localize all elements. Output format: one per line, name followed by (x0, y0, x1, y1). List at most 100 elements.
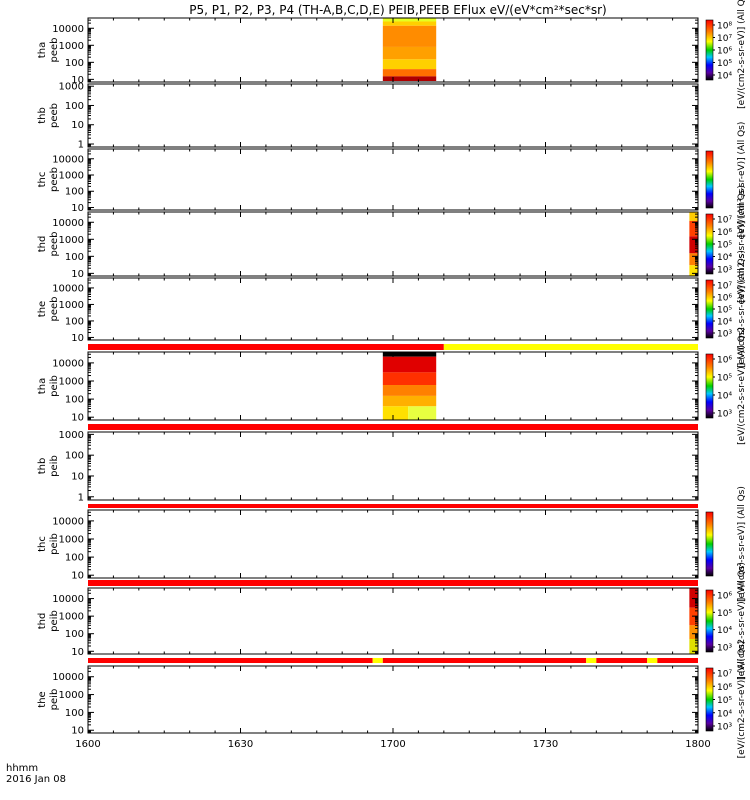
colorbar-tick-label: 10⁵ (717, 306, 732, 316)
y-tick-label: 1000 (59, 612, 84, 623)
spectrogram-block (382, 69, 437, 77)
colorbar-tick-label: 10⁵ (717, 696, 732, 706)
panel-label-probe: tha (37, 378, 48, 394)
panel-frame (87, 665, 699, 734)
colorbar-units-label: [eV/(cm²-s-sr-eV)] (All Qs) (737, 122, 747, 238)
mode-bar-segment (88, 658, 373, 663)
panel-label-product: peib (49, 455, 60, 477)
colorbar-tick-label: 10³ (717, 266, 732, 276)
panel-the-peeb: 10 100 1000 10000 the peeb (37, 277, 699, 344)
mode-bar (88, 658, 698, 663)
colorbar-tick-label: 10⁴ (717, 626, 732, 636)
y-tick-label: 10 (71, 269, 84, 280)
spectrogram-block (689, 625, 698, 639)
panel-tha-peib: 10 100 1000 10000 tha peib (37, 351, 699, 424)
y-tick-label: 1 (78, 492, 84, 503)
colorbar-tick-label: 10⁵ (717, 59, 732, 69)
spectrogram-block (382, 59, 437, 70)
y-tick-label: 100 (65, 708, 84, 719)
colorbar: 10⁸ 10⁷ 10⁶ 10⁵ 10⁴ [eV/(cm2-s-sr-eV)] (All Q… (705, 0, 747, 109)
y-tick-label: 10 (71, 413, 84, 424)
y-tick-label: 10000 (52, 218, 84, 229)
colorbar-scale (705, 589, 714, 653)
panel-label-probe: tha (37, 42, 48, 58)
mode-bar-segment (372, 658, 383, 663)
colorbar-units-label: [eV/(cm2-s-sr-eV)] (All Qs) (737, 327, 747, 445)
panel-label-product: peeb (49, 297, 60, 322)
panel-frame (87, 587, 699, 655)
colorbar-tick-label: 10³ (717, 723, 732, 733)
colorbar-units-label: [eV/(cm2-s-sr-eV)] (All Qs) (737, 250, 747, 368)
panel-label-probe: thc (37, 536, 48, 552)
time-axis-corner-label-1: hhmm (6, 763, 38, 774)
time-axis: 1600 1630 1700 1730 1800 (75, 739, 710, 750)
colorbar-scale (705, 353, 714, 419)
time-axis-corner-label-2: 2016 Jan 08 (6, 774, 66, 785)
spectrogram-block (382, 76, 437, 82)
spectrogram-block (382, 18, 437, 22)
y-tick-label: 1000 (59, 82, 84, 93)
colorbar-units-label: [eV/(cm²-s-sr-eV)] (All Qs) (737, 486, 747, 602)
colorbar-scale (705, 213, 714, 275)
colorbar-units-label: [eV/(cm2-s-sr-eV)] (All Qs) (737, 185, 747, 303)
spectrogram-block (689, 265, 698, 276)
time-tick-label: 1700 (380, 739, 405, 750)
y-tick-label: 1 (78, 140, 84, 151)
spectrogram-block (689, 236, 698, 254)
panel-frame (87, 509, 699, 579)
mode-bar-segment (88, 344, 444, 350)
y-tick-label: 100 (65, 187, 84, 198)
mode-bar-segment (586, 658, 597, 663)
panel-thd-peib: 10 100 1000 10000 thd peib (37, 587, 699, 658)
panel-label-probe: thb (37, 107, 48, 124)
colorbar: [eV/(cm²-s-sr-eV)] (All Qs) (705, 486, 747, 602)
y-tick-label: 10 (71, 120, 84, 131)
colorbar-tick-label: 10⁶ (717, 592, 732, 602)
colorbar-tick-label: 10⁶ (717, 228, 732, 238)
colorbar-tick-label: 10³ (717, 330, 732, 340)
colorbar: 10⁷ 10⁶ 10⁵ 10⁴ 10³ [eV/(cm2-s-sr-eV)] (All Q… (705, 250, 747, 368)
spectrogram-block (382, 356, 437, 373)
y-tick-label: 10000 (52, 594, 84, 605)
mode-bar (88, 424, 698, 430)
y-tick-label: 10 (71, 571, 84, 582)
colorbar-units-label: [eV/(cm2-s-sr-eV)] (All Qs) (737, 0, 747, 109)
y-tick-label: 10 (71, 726, 84, 737)
colorbar-tick-label: 10⁴ (717, 72, 732, 82)
y-tick-label: 100 (65, 316, 84, 327)
y-tick-label: 10 (71, 471, 84, 482)
y-tick-label: 10000 (52, 358, 84, 369)
y-tick-label: 10 (71, 203, 84, 214)
colorbar-scale (705, 19, 714, 81)
spectrogram-block (382, 385, 437, 396)
panel-frame (87, 431, 699, 501)
spectrogram-block (689, 588, 698, 608)
y-tick-label: 1000 (59, 171, 84, 182)
y-tick-label: 1000 (59, 235, 84, 246)
spectrogram-block (382, 25, 437, 47)
colorbar: 10⁶ 10⁵ 10⁴ 10³ [eV/(cm2-s-sr-eV)] (All Qs) (705, 327, 747, 445)
spectrogram-block (382, 406, 409, 420)
colorbar-units-label: [eV/(cm2-s-sr-eV)] (All Qs) (737, 641, 747, 759)
panel-label-probe: thc (37, 172, 48, 188)
y-tick-label: 10000 (52, 154, 84, 165)
y-tick-label: 100 (65, 395, 84, 406)
panel-label-product: peeb (49, 232, 60, 257)
colorbar-tick-label: 10⁴ (717, 709, 732, 719)
y-tick-label: 100 (65, 101, 84, 112)
colorbar-tick-label: 10⁴ (717, 392, 732, 402)
mode-bar-segment (443, 344, 698, 350)
y-tick-label: 10000 (52, 672, 84, 683)
y-tick-label: 100 (65, 553, 84, 564)
mode-bar-segment (382, 658, 587, 663)
panel-thb-peib: 1 10 100 1000 thb peib (37, 430, 699, 503)
panel-label-product: peeb (49, 38, 60, 63)
panel-label-product: peib (49, 533, 60, 555)
colorbar-tick-label: 10⁷ (717, 670, 732, 680)
panel-frame (87, 148, 699, 211)
colorbar: [eV/(cm²-s-sr-eV)] (All Qs) (705, 122, 747, 238)
spectrogram-block (382, 372, 437, 386)
colorbar-tick-label: 10⁵ (717, 609, 732, 619)
colorbar-scale (705, 511, 714, 577)
colorbar-units-label: [eV/(cm2-s-sr-eV)] (All Qs) (737, 562, 747, 680)
